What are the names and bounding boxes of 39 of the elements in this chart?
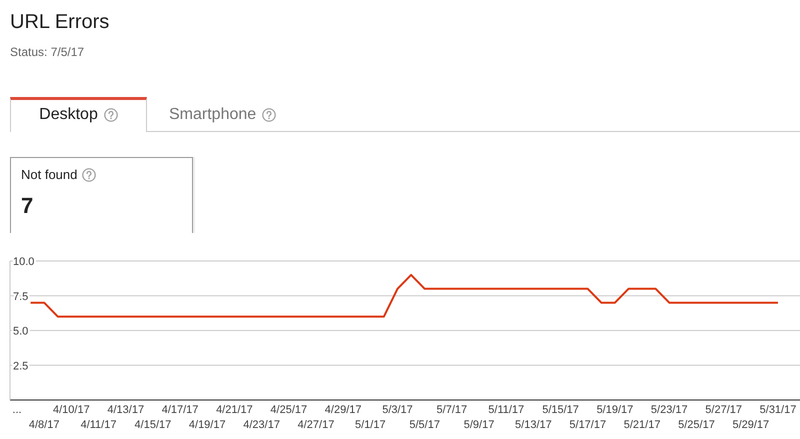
x-tick-label: 4/23/17 bbox=[243, 419, 280, 431]
x-tick-label: ... bbox=[12, 404, 22, 416]
y-tick-label: 5.0 bbox=[13, 326, 28, 338]
y-tick-label: 10.0 bbox=[13, 256, 34, 268]
y-tick-label: 2.5 bbox=[13, 360, 28, 372]
text: Smartphone bbox=[169, 106, 256, 124]
x-tick-label: 5/19/17 bbox=[596, 404, 634, 416]
x-tick-label: 4/17/17 bbox=[162, 404, 198, 416]
x-tick-label: 4/27/17 bbox=[298, 419, 334, 431]
x-tick-label: 5/11/17 bbox=[488, 404, 524, 416]
x-tick-label: 4/29/17 bbox=[324, 404, 362, 416]
x-tick-label: 5/25/17 bbox=[678, 419, 715, 431]
x-tick-label: 4/10/17 bbox=[53, 404, 90, 416]
x-tick-label: 5/31/17 bbox=[760, 404, 796, 416]
chart-title: URL Errors bbox=[10, 11, 110, 33]
chart-subtitle: Status: 7/5/17 bbox=[10, 45, 84, 59]
card: Not found 7 bbox=[10, 157, 193, 233]
x-tick-label: 5/3/17 bbox=[382, 404, 413, 416]
x-tick-label: 4/25/17 bbox=[270, 404, 308, 416]
x-tick-label: 5/7/17 bbox=[436, 404, 468, 416]
x-tick-label: 5/17/17 bbox=[569, 419, 606, 431]
x-tick-label: 4/21/17 bbox=[216, 404, 253, 416]
x-tick-label: 5/1/17 bbox=[355, 419, 386, 431]
x-tick-label: 5/27/17 bbox=[705, 404, 742, 416]
x-tick-label: 4/19/17 bbox=[188, 419, 226, 431]
x-tick-label: 4/8/17 bbox=[28, 419, 60, 431]
x-tick-label: 4/13/17 bbox=[107, 404, 144, 416]
y-tick-label: 7.5 bbox=[13, 290, 28, 303]
x-tick-label: 5/15/17 bbox=[542, 404, 579, 416]
line-series bbox=[30, 274, 779, 318]
x-tick-label: 5/29/17 bbox=[732, 419, 770, 431]
x-tick-label: 5/23/17 bbox=[650, 404, 688, 416]
x-tick-label: 4/11/17 bbox=[80, 419, 116, 431]
x-tick-label: 4/15/17 bbox=[134, 419, 172, 431]
x-tick-label: 5/21/17 bbox=[624, 419, 660, 431]
x-tick-label: 5/13/17 bbox=[515, 419, 552, 431]
x-tick-label: 5/9/17 bbox=[464, 419, 494, 431]
x-tick-label: 5/5/17 bbox=[409, 419, 440, 431]
tab: Desktop bbox=[10, 97, 147, 132]
